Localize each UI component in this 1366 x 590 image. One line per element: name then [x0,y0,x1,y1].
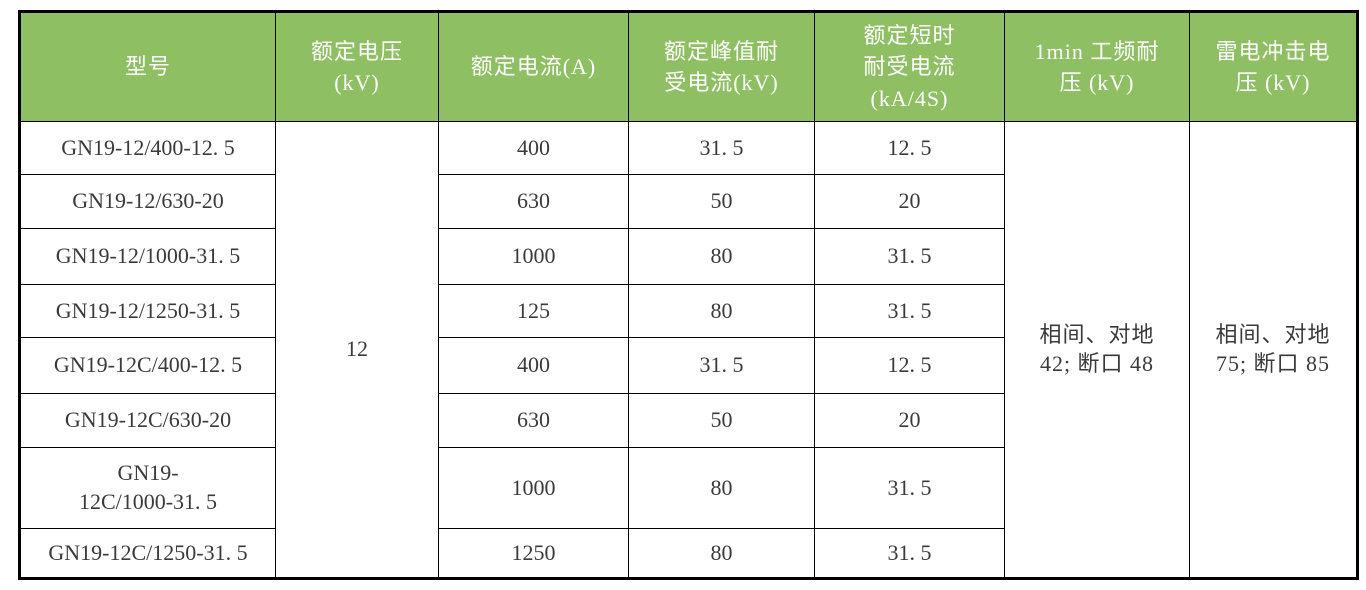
table-row: GN19-12C/630-20 630 50 20 [19,393,1358,448]
cell-short-time-withstand: 31. 5 [814,284,1005,338]
cell-peak-withstand: 50 [628,393,815,448]
cell-lightning-impulse-merged: 相间、对地 75; 断口 85 [1189,121,1358,579]
cell-peak-withstand: 80 [628,528,815,579]
cell-rated-current: 630 [438,174,629,229]
cell-peak-withstand: 31. 5 [628,121,815,175]
table-row: GN19-12C/1250-31. 5 1250 80 31. 5 [19,528,1358,579]
cell-short-time-withstand: 20 [814,393,1005,448]
cell-model: GN19-12/1000-31. 5 [19,228,276,285]
cell-short-time-withstand: 31. 5 [814,228,1005,285]
spec-table: 型号 额定电压 (kV) 额定电流(A) 额定峰值耐 受电流(kV) 额定短时 … [18,10,1359,580]
cell-rated-current: 630 [438,393,629,448]
cell-rated-current: 1000 [438,228,629,285]
table-row: GN19-12/1000-31. 5 1000 80 31. 5 [19,228,1358,285]
cell-power-frequency-withstand-merged: 相间、对地 42; 断口 48 [1004,121,1190,579]
table-row: GN19- 12C/1000-31. 5 1000 80 31. 5 [19,447,1358,529]
header-rated-current: 额定电流(A) [438,11,629,122]
cell-model: GN19-12C/1250-31. 5 [19,528,276,579]
header-lightning-impulse-voltage: 雷电冲击电 压 (kV) [1189,11,1358,122]
header-power-frequency-withstand-voltage: 1min 工频耐 压 (kV) [1004,11,1190,122]
table-row: GN19-12/630-20 630 50 20 [19,174,1358,229]
cell-peak-withstand: 50 [628,174,815,229]
header-model: 型号 [19,11,276,122]
cell-peak-withstand: 80 [628,228,815,285]
cell-short-time-withstand: 12. 5 [814,121,1005,175]
cell-short-time-withstand: 12. 5 [814,337,1005,394]
cell-short-time-withstand: 31. 5 [814,528,1005,579]
header-peak-withstand-current: 额定峰值耐 受电流(kV) [628,11,815,122]
header-row: 型号 额定电压 (kV) 额定电流(A) 额定峰值耐 受电流(kV) 额定短时 … [19,11,1358,122]
cell-model: GN19-12C/630-20 [19,393,276,448]
cell-model: GN19-12C/400-12. 5 [19,337,276,394]
cell-model: GN19-12/1250-31. 5 [19,284,276,338]
cell-rated-current: 125 [438,284,629,338]
cell-peak-withstand: 80 [628,284,815,338]
cell-model: GN19-12/400-12. 5 [19,121,276,175]
cell-model: GN19-12/630-20 [19,174,276,229]
table-row: GN19-12/1250-31. 5 125 80 31. 5 [19,284,1358,338]
cell-rated-current: 1250 [438,528,629,579]
cell-short-time-withstand: 20 [814,174,1005,229]
cell-peak-withstand: 80 [628,447,815,529]
cell-rated-current: 400 [438,121,629,175]
cell-rated-voltage-merged: 12 [275,121,439,579]
cell-peak-withstand: 31. 5 [628,337,815,394]
cell-rated-current: 1000 [438,447,629,529]
cell-short-time-withstand: 31. 5 [814,447,1005,529]
cell-rated-current: 400 [438,337,629,394]
table-row: GN19-12C/400-12. 5 400 31. 5 12. 5 [19,337,1358,394]
table-row: GN19-12/400-12. 5 12 400 31. 5 12. 5 相间、… [19,121,1358,579]
cell-model: GN19- 12C/1000-31. 5 [19,447,276,529]
header-short-time-withstand-current: 额定短时 耐受电流 (kA/4S) [814,11,1005,122]
header-rated-voltage: 额定电压 (kV) [275,11,439,122]
